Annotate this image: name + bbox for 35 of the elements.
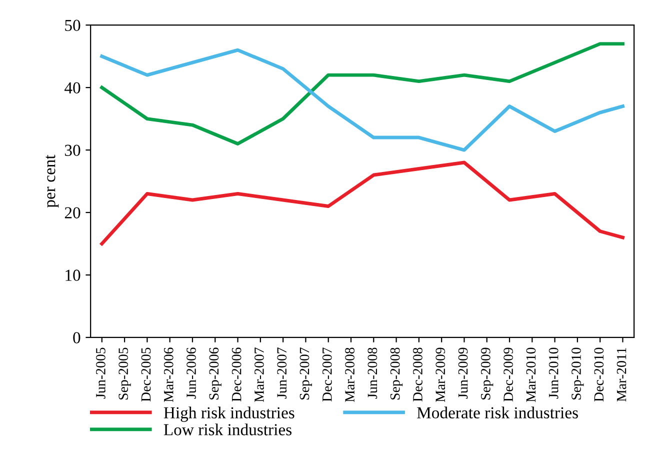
x-tick-label: Mar-2008: [345, 348, 354, 402]
x-tick-label: Sep-2010: [572, 348, 584, 400]
x-tick-label: Jun-2009: [458, 348, 468, 399]
x-tick-label: Mar-2006: [164, 348, 174, 402]
x-tick-label: Dec-2009: [504, 348, 513, 402]
line-series: [100, 160, 624, 246]
x-tick-label: Sep-2008: [390, 348, 403, 400]
legend-label: High risk industries: [164, 406, 294, 422]
y-tick-label: 50: [65, 20, 80, 32]
x-tick-label: Dec-2010: [594, 348, 604, 402]
y-tick-label: 20: [64, 207, 80, 218]
y-axis-title: per cent: [46, 154, 59, 208]
x-tick-label: Sep-2007: [300, 348, 312, 400]
x-tick-label: Jun-2010: [548, 348, 558, 399]
y-tick-label: 0: [73, 332, 80, 344]
x-tick-label: Jun-2006: [186, 348, 196, 399]
x-tick-label: Sep-2009: [480, 348, 494, 400]
x-tick-label: Sep-2005: [118, 348, 131, 400]
y-tick-label: 40: [64, 82, 80, 94]
x-tick-label: Mar-2011: [616, 348, 626, 402]
x-tick-label: Jun-2005: [96, 348, 106, 399]
x-tick-label: Mar-2009: [436, 348, 446, 402]
x-tick-label: Jun-2008: [368, 348, 378, 399]
x-tick-label: Mar-2010: [526, 348, 536, 402]
x-tick-label: Dec-2008: [413, 348, 422, 402]
x-tick-label: Jun-2007: [277, 348, 287, 399]
y-tick-label: 30: [64, 144, 80, 156]
x-tick-label: Dec-2007: [322, 348, 332, 402]
x-tick-label: Dec-2006: [232, 348, 242, 402]
x-tick-label: Dec-2005: [141, 348, 151, 402]
y-tick-label: 10: [66, 270, 80, 281]
x-tick-label: Mar-2007: [254, 348, 264, 402]
x-tick-label: Sep-2006: [209, 348, 222, 400]
legend-label: Moderate risk industries: [417, 406, 578, 418]
legend-label: Low risk industries: [164, 424, 292, 436]
